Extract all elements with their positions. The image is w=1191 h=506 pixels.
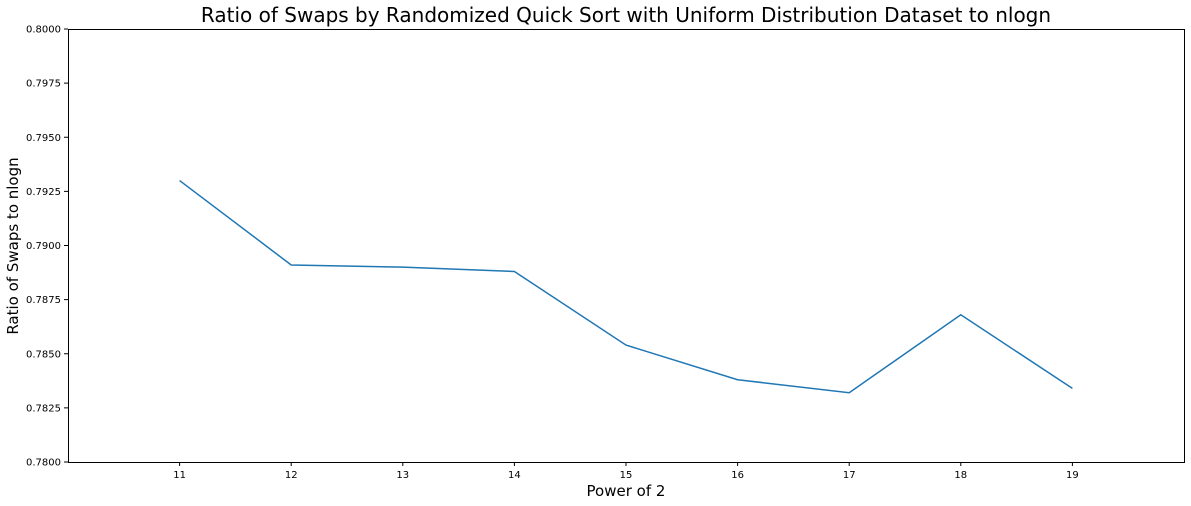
y-tick-label: 0.7800 [26,458,61,469]
x-tick-label: 16 [731,470,744,481]
y-tick-label: 0.7900 [26,241,61,252]
y-tick-label: 0.7950 [26,133,61,144]
y-tick-label: 0.7975 [26,79,61,90]
x-tick-label: 12 [285,470,298,481]
y-axis: 0.7800 0.7825 0.7850 0.7875 0.7900 0.7925 0.79… [26,25,68,469]
y-tick-label: 0.7850 [26,349,61,360]
x-tick-label: 13 [396,470,409,481]
y-tick-label: 0.7825 [26,403,61,414]
x-tick-label: 15 [620,470,633,481]
y-tick-label: 0.8000 [26,25,61,36]
x-tick-label: 17 [843,470,856,481]
chart-title: Ratio of Swaps by Randomized Quick Sort … [201,3,1051,27]
x-tick-label: 14 [508,470,521,481]
y-tick-label: 0.7875 [26,295,61,306]
x-axis: 11 12 13 14 15 16 17 18 19 [173,462,1079,481]
x-tick-label: 11 [173,470,186,481]
series-line [179,179,1073,394]
y-axis-label: Ratio of Swaps to nlogn [4,157,22,334]
x-tick-label: 19 [1066,470,1079,481]
plot-area [68,29,1185,463]
y-tick-label: 0.7925 [26,187,61,198]
x-axis-label: Power of 2 [587,482,666,500]
x-tick-label: 18 [954,470,967,481]
